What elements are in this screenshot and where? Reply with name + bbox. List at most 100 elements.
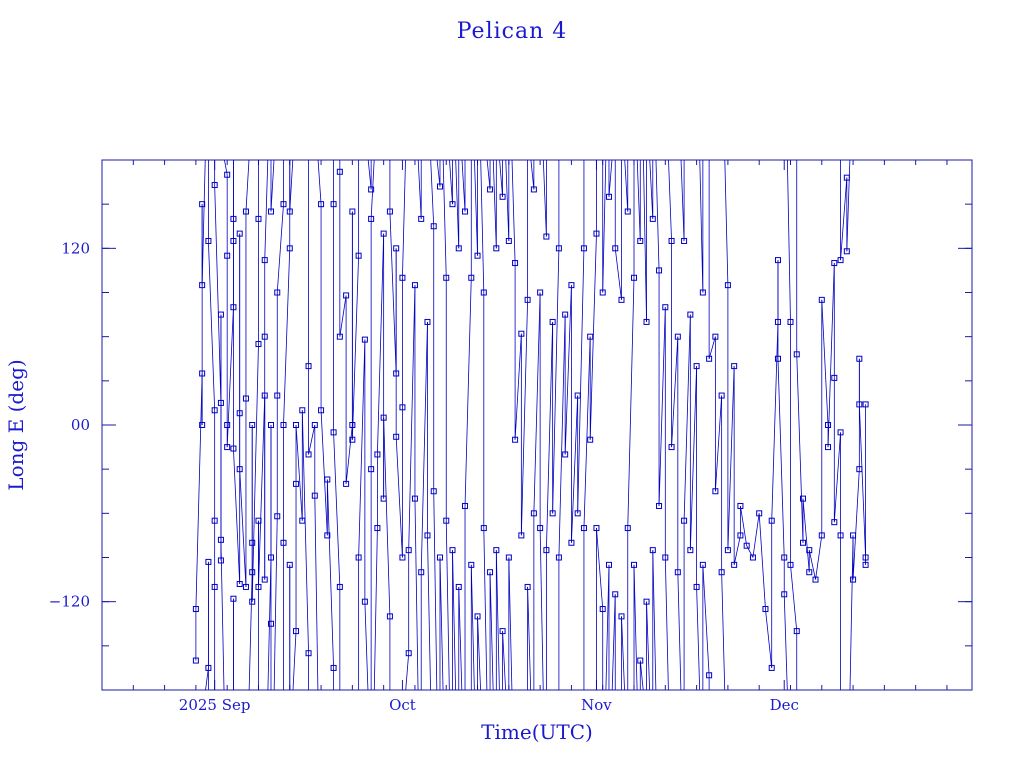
data-point — [530, 510, 537, 517]
series-segment — [502, 631, 507, 690]
series-segment — [320, 410, 328, 536]
data-point — [343, 292, 350, 299]
x-tick-label: Oct — [389, 696, 416, 714]
data-point — [311, 422, 318, 428]
data-point — [261, 257, 268, 264]
data-point — [524, 583, 531, 590]
data-point — [662, 554, 669, 561]
data-point — [380, 495, 387, 502]
series-segment — [464, 277, 472, 506]
data-point — [280, 201, 287, 208]
data-point — [774, 257, 781, 264]
data-point — [361, 598, 368, 605]
data-point — [505, 237, 512, 244]
data-point — [480, 289, 487, 296]
data-point — [612, 245, 619, 252]
x-axis: 2025 Sep Oct Nov Dec — [101, 160, 948, 714]
series-segment — [492, 160, 497, 249]
series-segment — [289, 160, 294, 212]
data-point — [267, 620, 274, 627]
data-point — [230, 215, 237, 222]
data-point — [731, 561, 738, 568]
series-segment — [205, 667, 209, 690]
data-point — [267, 554, 274, 561]
data-point — [199, 201, 206, 208]
series-segment — [258, 395, 266, 587]
data-point — [274, 392, 281, 399]
data-point — [499, 628, 506, 635]
data-point — [255, 341, 262, 348]
series-segment — [520, 299, 529, 536]
data-point — [605, 193, 612, 200]
data-point — [242, 208, 249, 215]
data-point — [687, 547, 694, 554]
series-segment — [658, 307, 666, 506]
series-segment — [727, 366, 735, 551]
data-point — [737, 502, 744, 509]
series-segment — [802, 498, 810, 573]
data-point — [267, 208, 274, 215]
data-point — [462, 208, 469, 215]
series-segment — [505, 160, 510, 241]
data-point — [211, 182, 218, 189]
series-segment — [602, 160, 607, 293]
series-segment — [655, 160, 660, 271]
data-point — [192, 606, 199, 613]
data-point — [242, 583, 249, 590]
series-segment — [477, 616, 481, 690]
data-point — [330, 201, 337, 208]
data-point — [249, 422, 256, 428]
series-segment — [264, 160, 269, 261]
series-segment — [245, 160, 250, 212]
data-point — [593, 525, 600, 532]
data-point — [318, 201, 325, 208]
x-tick-label: Nov — [581, 696, 612, 714]
series-segment — [668, 160, 672, 241]
series-segment — [433, 491, 438, 690]
data-point — [224, 252, 231, 259]
data-point — [217, 311, 224, 318]
data-point — [856, 401, 863, 408]
data-point — [286, 245, 293, 252]
data-point — [430, 488, 437, 495]
data-point — [656, 267, 663, 274]
series-segment — [699, 160, 704, 293]
series-segment — [724, 160, 729, 286]
series-segment — [270, 160, 275, 212]
data-point — [587, 436, 594, 443]
data-point — [530, 186, 537, 193]
data-point — [555, 245, 562, 252]
data-point — [656, 502, 663, 509]
data-point — [449, 201, 456, 208]
data-point — [574, 510, 581, 517]
data-point — [217, 557, 224, 564]
series-segment — [786, 160, 791, 322]
series-segment — [283, 248, 291, 426]
series-segment — [680, 160, 685, 241]
data-point — [205, 558, 212, 565]
data-point — [368, 186, 375, 193]
data-point — [386, 613, 393, 620]
series-segment — [840, 177, 848, 261]
data-point — [806, 547, 813, 554]
data-point — [812, 576, 819, 583]
data-point — [224, 422, 231, 428]
series-segment — [533, 292, 541, 514]
data-point — [230, 595, 237, 602]
data-point — [267, 422, 274, 428]
data-point — [493, 245, 500, 252]
data-point — [436, 554, 443, 561]
data-point — [718, 392, 725, 399]
series-segment — [208, 240, 216, 411]
data-point — [706, 355, 713, 362]
data-point — [605, 561, 612, 568]
data-point — [355, 554, 362, 561]
series-segment — [248, 572, 253, 690]
data-point — [455, 583, 462, 590]
data-point — [818, 296, 825, 303]
x-axis-label: Time(UTC) — [481, 720, 593, 744]
data-point — [374, 525, 381, 532]
data-point — [831, 519, 838, 526]
series-segment — [808, 550, 816, 580]
data-point — [537, 289, 544, 296]
